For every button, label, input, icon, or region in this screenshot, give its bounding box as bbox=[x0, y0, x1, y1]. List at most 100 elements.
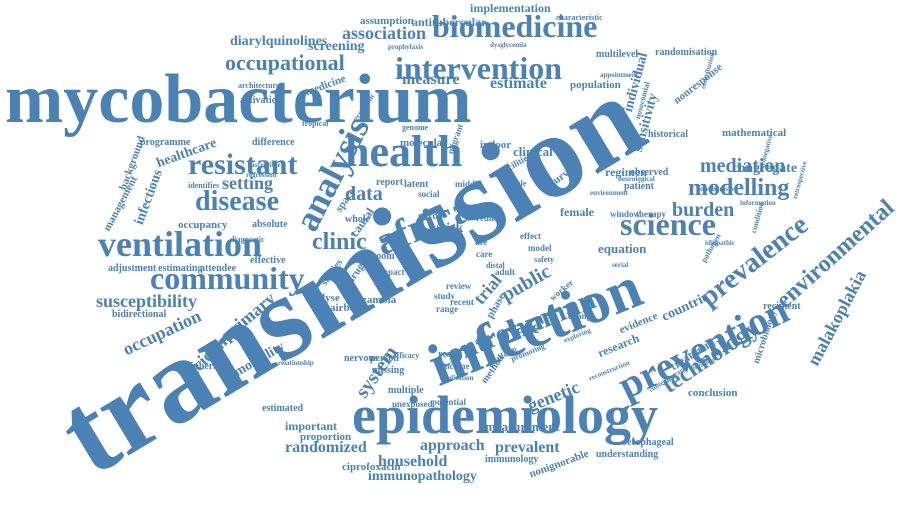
word-unexposed: unexposed bbox=[392, 399, 433, 409]
word-analyse: analyse bbox=[305, 292, 340, 304]
word-peripheral: peripheral bbox=[176, 361, 221, 372]
word-antitubercular: antitubercular bbox=[412, 15, 487, 29]
word-whole: whole bbox=[345, 214, 370, 225]
word-mathematical: mathematical bbox=[722, 127, 787, 139]
word-important: important bbox=[285, 419, 337, 433]
word-health: health bbox=[345, 127, 463, 176]
word-clinic: clinic bbox=[312, 229, 367, 255]
word-oesophageal: oesophageal bbox=[622, 437, 674, 448]
word-information: information bbox=[740, 199, 776, 207]
word-regression: regression bbox=[246, 171, 277, 179]
word-diarylquinolines: diarylquinolines bbox=[230, 34, 328, 49]
word-randomisation: randomisation bbox=[655, 47, 718, 58]
word-proportion: proportion bbox=[300, 431, 352, 443]
word-effect: effect bbox=[520, 231, 541, 241]
word-difference: difference bbox=[252, 137, 295, 148]
word-neurological: neurological bbox=[618, 175, 655, 183]
word-middle: middle bbox=[455, 179, 482, 189]
word-care: care bbox=[476, 249, 493, 259]
word-disease: disease bbox=[195, 186, 279, 217]
word-molecular: molecular bbox=[400, 137, 448, 149]
word-change: change bbox=[568, 311, 595, 321]
word-indoor: indoor bbox=[480, 139, 512, 151]
word-intervention: intervention bbox=[395, 50, 563, 86]
word-nervous: nervous bbox=[344, 353, 378, 364]
word-assumption: assumption bbox=[360, 15, 414, 27]
word-adult: adult bbox=[495, 267, 516, 277]
word-biomedicine: biomedicine bbox=[432, 8, 598, 44]
word-estimate: estimate bbox=[490, 75, 547, 92]
word-reduce: reduce bbox=[476, 213, 502, 223]
word-multilevel: multilevel bbox=[596, 49, 639, 60]
word-burden: burden bbox=[672, 199, 735, 221]
word-immunology: immunology bbox=[485, 454, 539, 465]
word-idiopathic: idiopathic bbox=[705, 239, 735, 247]
word-randomized: randomized bbox=[285, 439, 367, 456]
word-safety: safety bbox=[534, 255, 554, 264]
word-status: status bbox=[480, 203, 503, 213]
word-effective: effective bbox=[250, 255, 286, 266]
word-conclusion: conclusion bbox=[688, 387, 738, 399]
word-programme: programme bbox=[140, 137, 191, 148]
word-window: window bbox=[610, 209, 641, 219]
word-social: social bbox=[418, 189, 440, 199]
word-mechanism: mechanism bbox=[700, 185, 734, 193]
word-life: life bbox=[475, 237, 487, 247]
word-measurement: measurement bbox=[485, 419, 560, 434]
word-distal: distal bbox=[486, 261, 505, 270]
word-regimen: regimen bbox=[605, 165, 647, 179]
word-association: association bbox=[342, 23, 427, 43]
word-relationship: relationship bbox=[278, 359, 314, 367]
word-impact: impact bbox=[378, 267, 405, 277]
word-male: male bbox=[510, 179, 527, 188]
word-serial: serial bbox=[612, 261, 629, 269]
word-study: study bbox=[434, 291, 456, 301]
word-income: income bbox=[442, 361, 470, 371]
word-setting: setting bbox=[222, 173, 273, 193]
word-model: model bbox=[528, 243, 552, 253]
word-mycobacterium: mycobacterium bbox=[5, 61, 472, 138]
word-dysglycemia: dysglycemia bbox=[490, 41, 527, 49]
word-latent: latent bbox=[404, 179, 429, 190]
word-architecture: architecture bbox=[238, 81, 280, 90]
word-multiple: multiple bbox=[388, 385, 424, 396]
word-absolute: absolute bbox=[252, 219, 288, 230]
word-science: science bbox=[620, 206, 716, 242]
word-occupancy: occupancy bbox=[178, 219, 228, 231]
word-approach: approach bbox=[420, 437, 485, 454]
word-result: result bbox=[438, 349, 463, 360]
word-identifies: identifies bbox=[188, 181, 220, 190]
word-range: range bbox=[436, 304, 458, 314]
word-prophylaxis: prophylaxis bbox=[388, 43, 424, 51]
word-equation: equation bbox=[598, 241, 647, 256]
word-diagnostic: diagnostic bbox=[230, 235, 265, 244]
word-screening: screening bbox=[308, 39, 365, 54]
word-occupational: occupational bbox=[225, 50, 345, 75]
word-bidirectional: bidirectional bbox=[112, 309, 167, 320]
word-patient: patient bbox=[624, 181, 654, 192]
word-estimating: estimating bbox=[158, 263, 203, 274]
word-ciprofoxacin: ciprofoxacin bbox=[342, 461, 401, 473]
word-characteristic: characteristic bbox=[556, 13, 603, 22]
word-data: data bbox=[345, 183, 383, 205]
word-household: household bbox=[378, 453, 448, 470]
word-tropical: tropical bbox=[302, 119, 329, 128]
word-review: review bbox=[446, 281, 472, 291]
word-room: room bbox=[372, 251, 395, 262]
word-application: application bbox=[440, 374, 474, 382]
word-nonresponse: nonresponse bbox=[671, 61, 725, 107]
word-recipient: recipient bbox=[763, 301, 801, 312]
word-understanding: understanding bbox=[596, 449, 659, 460]
word-estimated: estimated bbox=[262, 403, 304, 414]
word-immunopathology: immunopathology bbox=[368, 469, 477, 484]
word-missing: missing bbox=[372, 365, 405, 376]
word-observed: observed bbox=[630, 167, 669, 178]
word-attendee: attendee bbox=[200, 263, 237, 274]
word-resistant: resistant bbox=[188, 148, 298, 181]
word-modelling: modelling bbox=[688, 175, 790, 201]
word-prevalent: prevalent bbox=[495, 439, 560, 456]
word-report: report bbox=[376, 177, 404, 188]
word-potential: potential bbox=[432, 397, 467, 407]
word-epidemiology: epidemiology bbox=[352, 385, 658, 445]
